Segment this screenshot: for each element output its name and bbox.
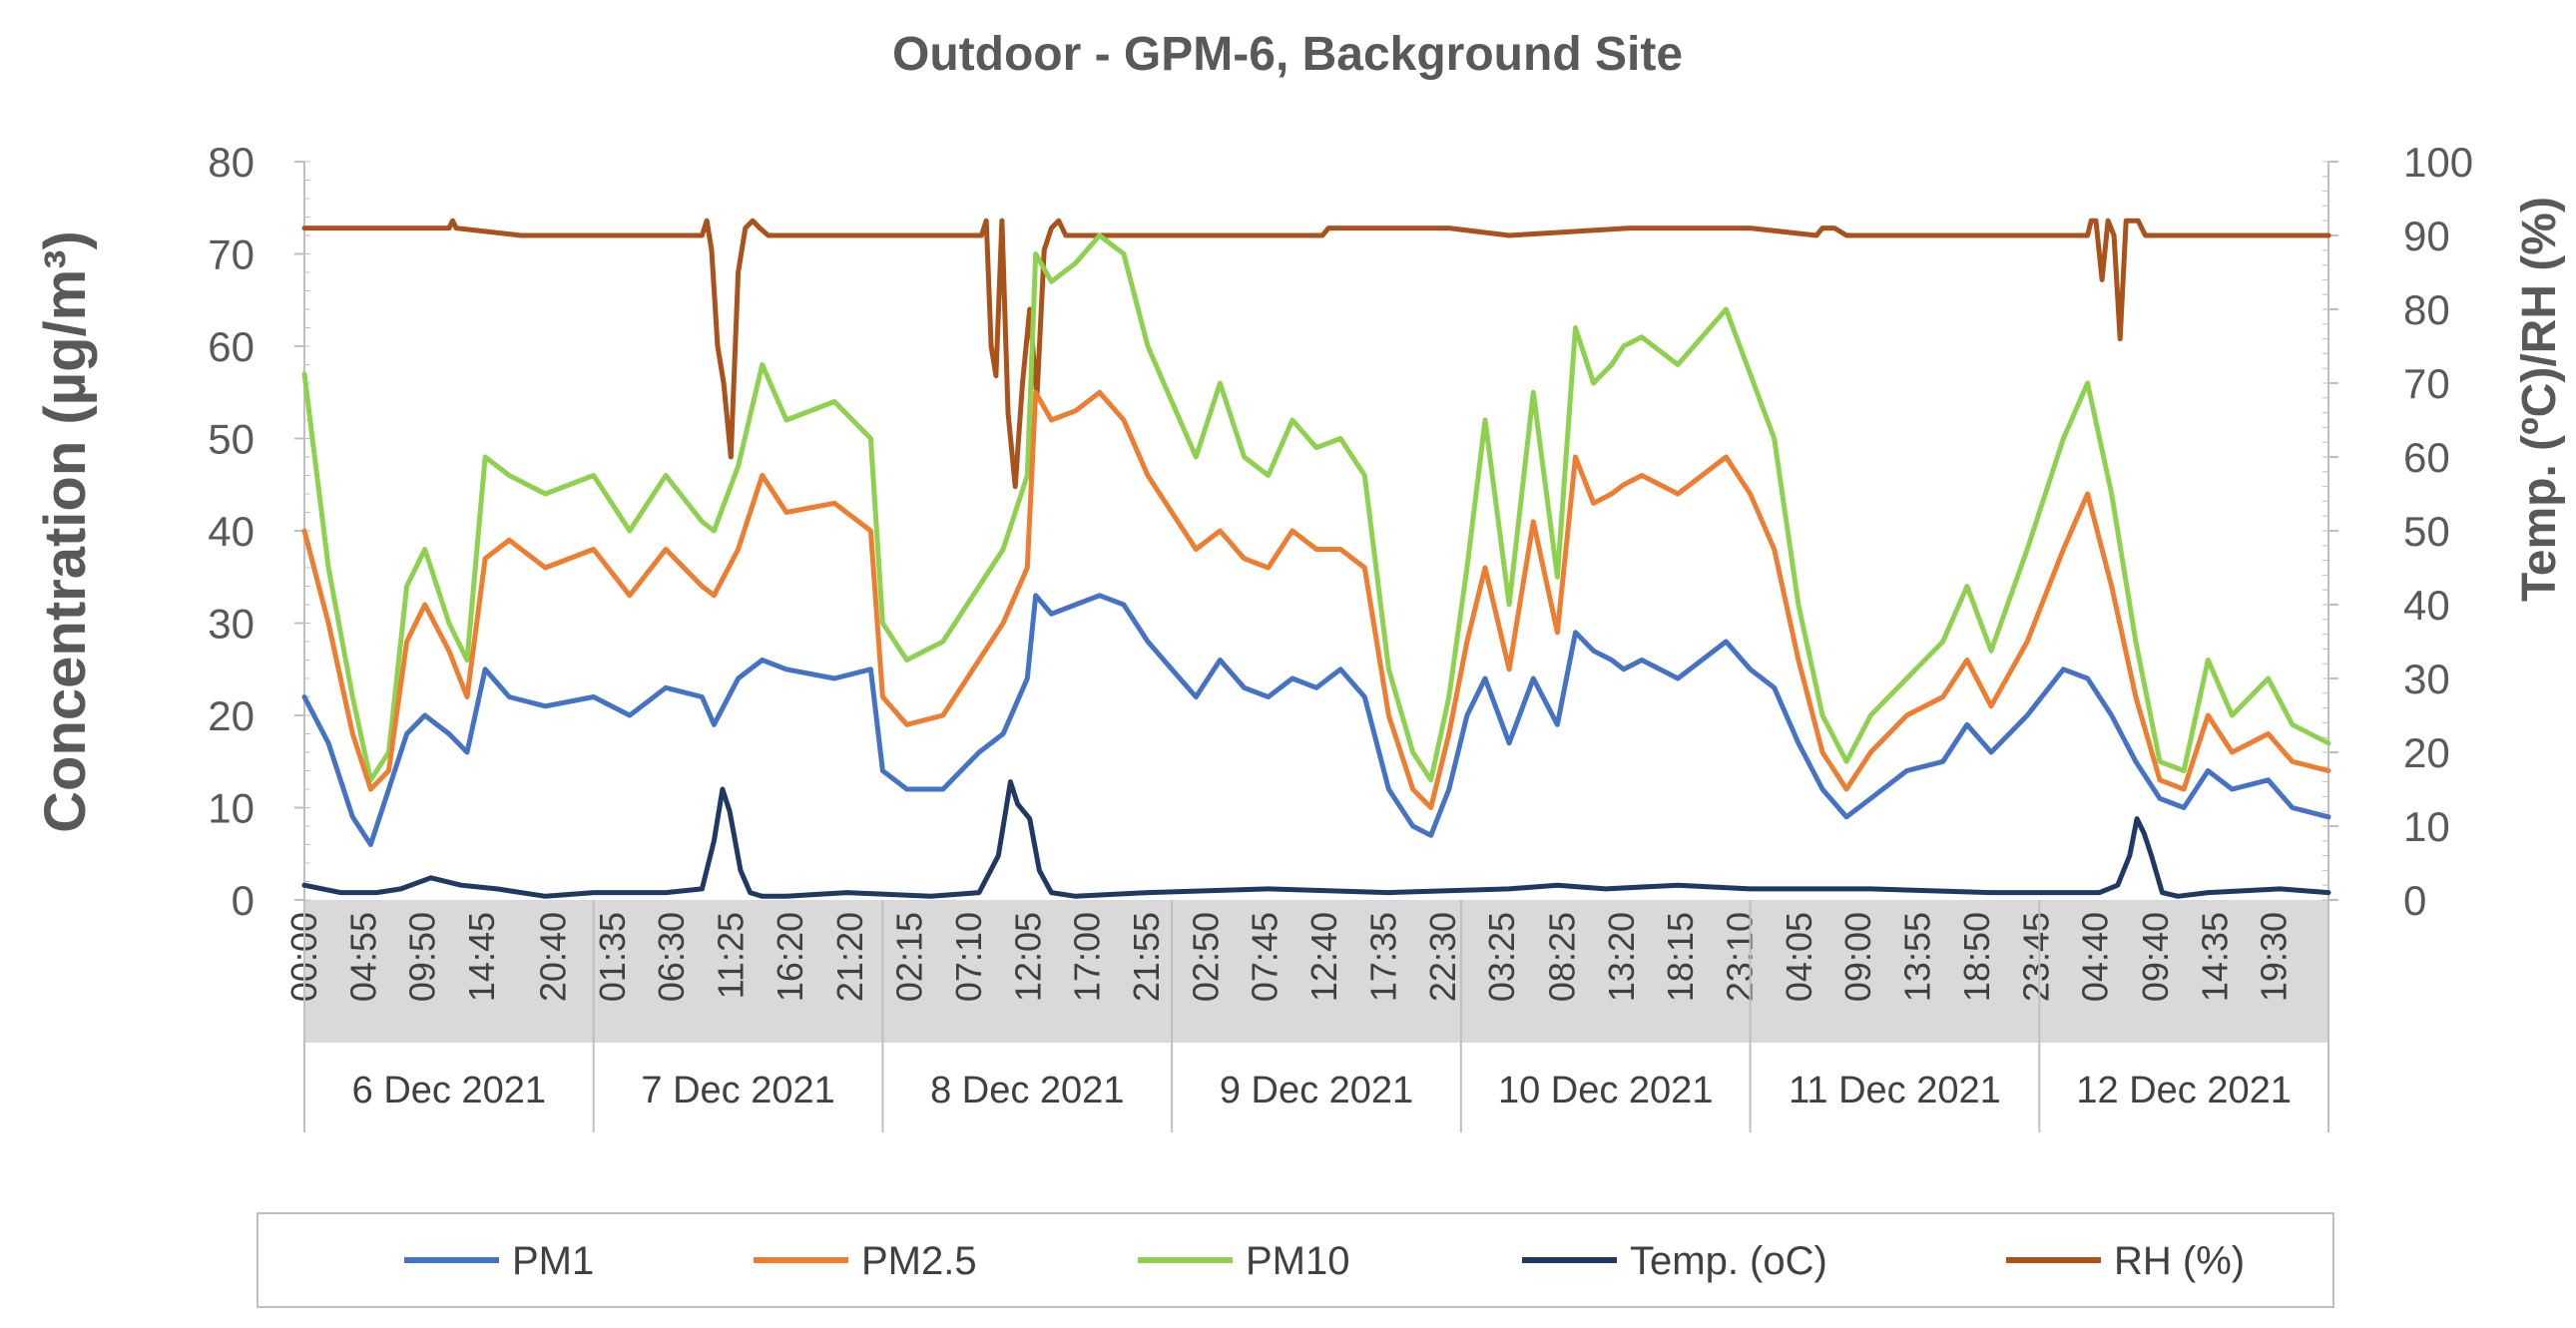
y-right-tick-label: 0 (2403, 877, 2426, 924)
x-tick-label: 17:35 (1362, 912, 1403, 1002)
x-tick-label: 21:20 (829, 912, 870, 1002)
x-tick-label: 22:30 (1422, 912, 1463, 1002)
x-tick-label: 02:50 (1185, 912, 1226, 1002)
y-left-tick-label: 80 (208, 139, 255, 186)
y-right-tick-label: 40 (2403, 582, 2450, 629)
date-label: 6 Dec 2021 (352, 1070, 546, 1111)
x-tick-label: 08:25 (1541, 912, 1582, 1002)
x-tick-label: 02:15 (889, 912, 930, 1002)
x-tick-label: 21:55 (1126, 912, 1167, 1002)
y-axis-right-label: Temp. (ºC)/RH (%) (2513, 197, 2566, 602)
x-tick-label: 23:45 (2015, 912, 2056, 1002)
x-tick-label: 07:10 (948, 912, 989, 1002)
x-tick-label: 11:25 (711, 912, 752, 999)
date-label: 10 Dec 2021 (1498, 1070, 1714, 1111)
series-line-temp-oc (301, 779, 2331, 899)
series-line-rh (301, 218, 2331, 490)
y-right-tick-label: 60 (2403, 434, 2450, 481)
x-tick-label: 04:55 (342, 912, 383, 1002)
x-tick-label: 19:30 (2254, 912, 2295, 1002)
x-tick-label: 14:35 (2194, 912, 2235, 1002)
legend-label-pm2-5: PM2.5 (861, 1239, 977, 1283)
legend-label-pm10: PM10 (1246, 1239, 1350, 1283)
y-right-tick-label: 20 (2403, 729, 2450, 776)
legend-box (257, 1212, 2334, 1308)
x-axis-band (304, 900, 2328, 1043)
x-tick-label: 13:55 (1897, 912, 1938, 1002)
date-label: 11 Dec 2021 (1789, 1070, 2001, 1111)
date-label: 8 Dec 2021 (930, 1070, 1124, 1111)
x-tick-label: 17:00 (1067, 912, 1108, 1002)
legend-label-temp-oc: Temp. (oC) (1630, 1239, 1827, 1283)
x-tick-label: 04:40 (2075, 912, 2116, 1002)
series-line-pm1 (301, 593, 2331, 847)
x-tick-label: 07:45 (1245, 912, 1286, 1002)
y-left-tick-label: 40 (208, 508, 255, 555)
y-axis-left-label: Concentration (µg/m³) (33, 230, 98, 833)
axes: 0 10 20 30 40 50 60 70 80 0 10 20 30 40 50 60 70 80 90 100 0… (208, 139, 2473, 1132)
x-tick-label: 14:45 (461, 912, 502, 1002)
x-tick-label: 16:20 (770, 912, 810, 1002)
chart-title: Outdoor - GPM-6, Background Site (892, 28, 1683, 81)
x-tick-label: 06:30 (651, 912, 692, 1002)
x-tick-label: 04:05 (1779, 912, 1819, 1002)
x-tick-label: 09:00 (1837, 912, 1878, 1002)
y-left-tick-label: 60 (208, 323, 255, 370)
x-tick-label: 20:40 (532, 912, 573, 1002)
y-right-tick-label: 30 (2403, 656, 2450, 702)
y-left-tick-label: 70 (208, 231, 255, 278)
legend-label-rh: RH (%) (2114, 1239, 2245, 1283)
series-line-pm10 (301, 232, 2331, 783)
y-left-tick-label: 30 (208, 601, 255, 648)
x-tick-label: 09:40 (2135, 912, 2176, 1002)
date-label: 9 Dec 2021 (1220, 1070, 1413, 1111)
x-tick-label: 18:50 (1956, 912, 1997, 1002)
x-tick-label: 03:25 (1481, 912, 1522, 1002)
date-label: 12 Dec 2021 (2076, 1070, 2292, 1111)
y-left-tick-label: 20 (208, 692, 255, 739)
y-left-tick-label: 0 (232, 877, 255, 924)
y-right-tick-label: 80 (2403, 286, 2450, 333)
y-right-tick-label: 50 (2403, 508, 2450, 555)
y-right-tick-label: 90 (2403, 213, 2450, 259)
y-right-tick-label: 10 (2403, 803, 2450, 850)
date-label: 7 Dec 2021 (641, 1070, 834, 1111)
y-right-tick-label: 70 (2403, 360, 2450, 407)
series-layer (301, 218, 2331, 899)
x-tick-label: 23:10 (1720, 912, 1761, 1002)
series-line-pm2-5 (301, 389, 2331, 810)
y-right-tick-label: 100 (2403, 139, 2473, 186)
x-tick-label: 01:35 (592, 912, 633, 1002)
legend: PM1 PM2.5 PM10 Temp. (oC) RH (%) (257, 1212, 2334, 1308)
x-tick-label: 12:40 (1303, 912, 1344, 1002)
x-axis-label-band (304, 900, 2328, 1043)
x-tick-label: 12:05 (1007, 912, 1048, 1002)
x-tick-label: 18:15 (1660, 912, 1701, 1002)
x-tick-label: 09:50 (402, 912, 443, 1002)
legend-label-pm1: PM1 (512, 1239, 594, 1283)
x-tick-label: 13:20 (1601, 912, 1642, 1002)
y-left-tick-label: 50 (208, 416, 255, 463)
y-left-tick-label: 10 (208, 785, 255, 832)
